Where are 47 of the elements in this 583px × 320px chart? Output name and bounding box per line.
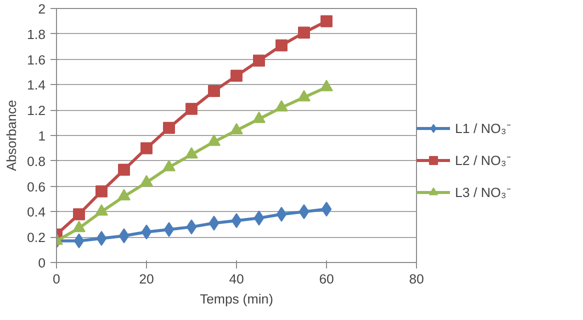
point bbox=[254, 210, 264, 226]
y-axis-title: Absorbance bbox=[4, 100, 19, 172]
point bbox=[276, 206, 287, 222]
point bbox=[208, 216, 220, 231]
y-tick-label: 0.8 bbox=[26, 154, 46, 169]
point bbox=[231, 213, 242, 228]
y-tick-label: 1.2 bbox=[26, 103, 46, 118]
x-tick-label: 60 bbox=[319, 272, 334, 286]
x-tick-label: 0 bbox=[52, 272, 60, 286]
x-tick-label: 40 bbox=[229, 272, 244, 286]
point bbox=[185, 147, 198, 159]
point bbox=[298, 26, 310, 39]
legend-label: L3 / NO₃⁻ bbox=[455, 184, 512, 201]
point bbox=[164, 222, 174, 237]
point bbox=[298, 204, 310, 220]
point bbox=[96, 185, 108, 198]
point bbox=[230, 70, 242, 82]
point bbox=[163, 122, 175, 134]
y-tick-label: 1 bbox=[38, 128, 46, 144]
x-tick-label: 80 bbox=[409, 272, 424, 286]
x-tick-label: 20 bbox=[139, 272, 154, 286]
y-tick-label: 2 bbox=[38, 2, 46, 16]
x-axis-title: Temps (min) bbox=[200, 292, 274, 306]
point bbox=[275, 100, 288, 112]
y-tick-label: 0.6 bbox=[26, 179, 46, 194]
point bbox=[96, 230, 107, 246]
point bbox=[208, 85, 220, 98]
point bbox=[73, 208, 85, 220]
point bbox=[118, 164, 130, 176]
point bbox=[118, 228, 130, 244]
point bbox=[253, 54, 265, 67]
legend-label: L2 / NO₃⁻ bbox=[455, 152, 512, 169]
y-tick-label: 0.4 bbox=[26, 204, 46, 220]
point bbox=[74, 233, 84, 248]
y-tick-label: 1.6 bbox=[26, 52, 46, 68]
y-tick-label: 1.4 bbox=[26, 78, 46, 93]
legend-label: L1 / NO₃⁻ bbox=[455, 120, 512, 137]
y-tick-label: 0.2 bbox=[26, 230, 46, 246]
y-tick-label: 1.8 bbox=[26, 26, 46, 42]
point bbox=[186, 102, 198, 115]
point bbox=[320, 15, 332, 28]
point bbox=[321, 202, 332, 217]
point bbox=[141, 224, 152, 240]
point bbox=[276, 39, 288, 52]
point bbox=[186, 219, 197, 234]
point bbox=[140, 142, 152, 154]
y-tick-label: 0 bbox=[38, 256, 46, 270]
